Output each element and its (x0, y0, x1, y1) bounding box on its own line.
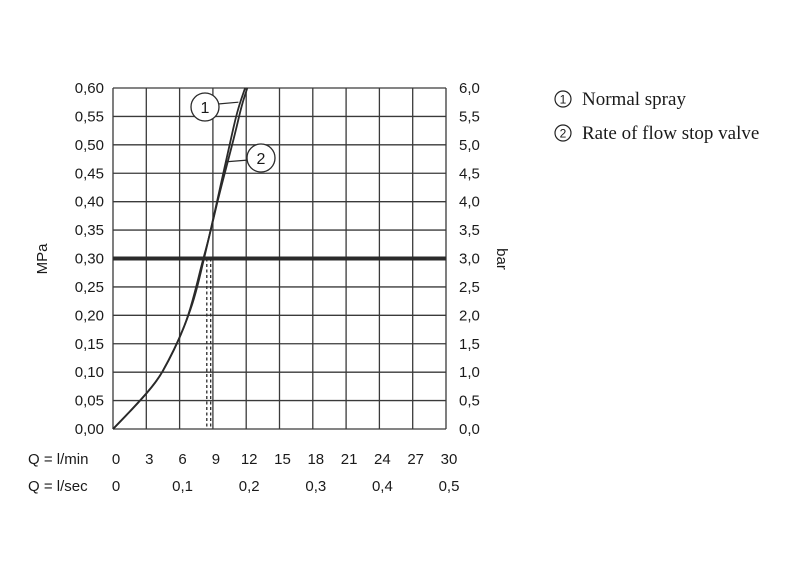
y-right-tick-label: 1,5 (459, 336, 480, 353)
x-lmin-tick-label: 27 (407, 451, 424, 468)
y-right-tick-label: 4,5 (459, 165, 480, 182)
y-right-axis-title: bar (493, 248, 510, 270)
legend-label-flow-stop-valve: Rate of flow stop valve (582, 123, 759, 144)
y-left-tick-label: 0,50 (75, 137, 104, 154)
y-left-tick-label: 0,15 (75, 336, 104, 353)
tick-labels: 0,000,050,100,150,200,250,300,350,400,45… (75, 80, 480, 495)
x-lmin-tick-label: 21 (341, 451, 358, 468)
x-lsec-axis-title: Q = l/sec (28, 478, 88, 495)
x-lmin-tick-label: 9 (212, 451, 220, 468)
x-lmin-tick-label: 12 (241, 451, 258, 468)
callout-number-2: 2 (257, 151, 266, 168)
y-right-tick-label: 6,0 (459, 80, 480, 97)
y-left-tick-label: 0,45 (75, 165, 104, 182)
x-lsec-tick-label: 0,4 (372, 478, 393, 495)
callout-leader-1 (217, 101, 239, 105)
legend-item-flow-stop-valve: 2 Rate of flow stop valve (554, 123, 759, 144)
legend: 1 Normal spray 2 Rate of flow stop valve (554, 89, 759, 144)
x-lmin-axis-title: Q = l/min (28, 451, 88, 468)
legend-label-normal-spray: Normal spray (582, 89, 686, 110)
x-lsec-tick-label: 0,5 (439, 478, 460, 495)
legend-marker-circle (554, 90, 572, 108)
y-right-tick-label: 1,0 (459, 364, 480, 381)
y-right-tick-label: 0,0 (459, 421, 480, 438)
x-lsec-tick-label: 0 (112, 478, 120, 495)
y-left-tick-label: 0,05 (75, 393, 104, 410)
y-left-tick-label: 0,25 (75, 279, 104, 296)
y-right-tick-label: 3,0 (459, 251, 480, 268)
y-right-tick-label: 2,0 (459, 307, 480, 324)
callout-number-1: 1 (201, 100, 210, 117)
y-left-tick-label: 0,10 (75, 364, 104, 381)
legend-marker-number: 2 (560, 127, 567, 141)
callout-circle-2 (246, 143, 276, 173)
callout-circle-1 (190, 92, 220, 122)
legend-marker-number: 1 (560, 93, 567, 107)
y-left-axis-title: MPa (34, 243, 51, 275)
x-lsec-tick-label: 0,1 (172, 478, 193, 495)
y-left-tick-label: 0,30 (75, 251, 104, 268)
x-lmin-tick-label: 15 (274, 451, 291, 468)
y-left-tick-label: 0,35 (75, 222, 104, 239)
y-right-tick-label: 4,0 (459, 194, 480, 211)
x-lmin-tick-label: 3 (145, 451, 153, 468)
y-right-tick-label: 3,5 (459, 222, 480, 239)
legend-marker-circle (554, 124, 572, 142)
x-lmin-tick-label: 0 (112, 451, 120, 468)
x-lmin-tick-label: 24 (374, 451, 391, 468)
x-lmin-tick-label: 30 (441, 451, 458, 468)
y-right-tick-label: 2,5 (459, 279, 480, 296)
y-left-tick-label: 0,40 (75, 194, 104, 211)
y-right-tick-label: 0,5 (459, 393, 480, 410)
x-lsec-tick-label: 0,2 (239, 478, 260, 495)
x-lsec-tick-label: 0,3 (305, 478, 326, 495)
x-lmin-tick-label: 18 (307, 451, 324, 468)
y-left-tick-label: 0,60 (75, 80, 104, 97)
series-line-2 (112, 87, 246, 430)
y-right-tick-label: 5,0 (459, 137, 480, 154)
series-layer: 12 (112, 87, 276, 430)
y-left-tick-label: 0,00 (75, 421, 104, 438)
y-left-tick-label: 0,20 (75, 307, 104, 324)
x-lmin-tick-label: 6 (178, 451, 186, 468)
legend-item-normal-spray: 1 Normal spray (554, 89, 686, 110)
y-right-tick-label: 5,5 (459, 108, 480, 125)
y-left-tick-label: 0,55 (75, 108, 104, 125)
